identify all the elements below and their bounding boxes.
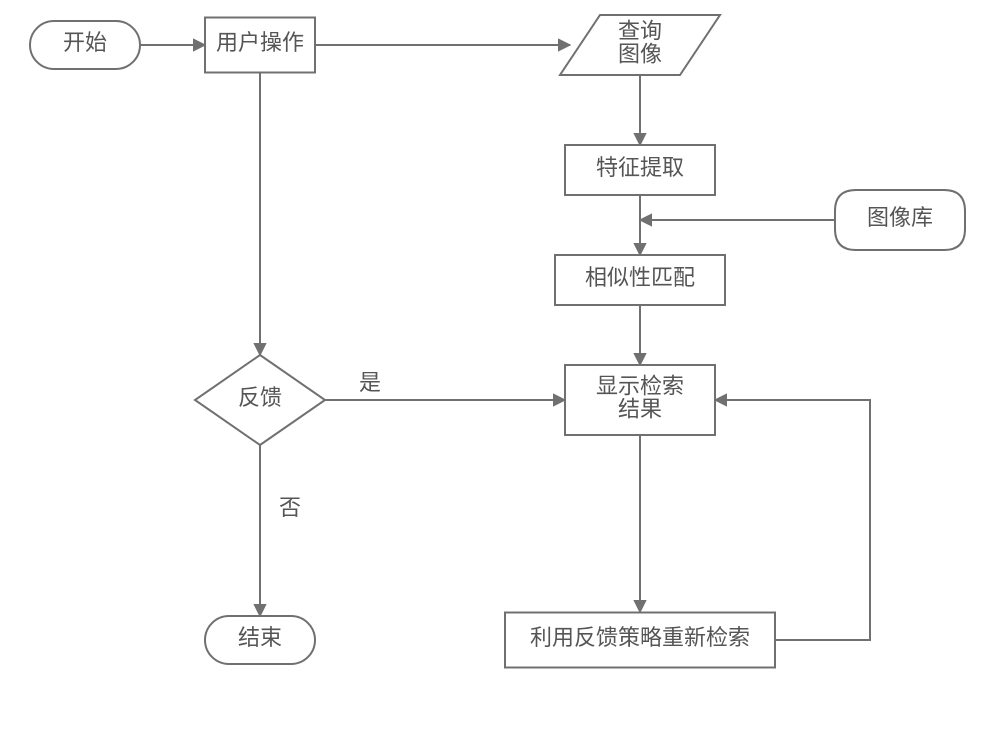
node-retrieve: 利用反馈策略重新检索 bbox=[505, 613, 775, 668]
node-end-label: 结束 bbox=[238, 625, 282, 650]
node-retrieve-label: 利用反馈策略重新检索 bbox=[530, 625, 750, 650]
node-query: 查询图像 bbox=[560, 15, 720, 75]
node-imglib-label: 图像库 bbox=[867, 205, 933, 230]
node-feedback: 反馈 bbox=[195, 355, 325, 445]
node-imglib: 图像库 bbox=[835, 190, 965, 250]
node-match-label: 相似性匹配 bbox=[585, 265, 695, 290]
node-query-label-1: 图像 bbox=[618, 42, 662, 67]
node-feature-label: 特征提取 bbox=[596, 155, 684, 180]
node-end: 结束 bbox=[205, 616, 315, 664]
node-feature: 特征提取 bbox=[565, 145, 715, 195]
edge-7-label: 是 bbox=[359, 370, 381, 395]
node-query-label-0: 查询 bbox=[618, 18, 662, 43]
node-feedback-label: 反馈 bbox=[238, 385, 282, 410]
node-start: 开始 bbox=[30, 21, 140, 69]
edge-8-label: 否 bbox=[279, 495, 301, 520]
node-match: 相似性匹配 bbox=[555, 255, 725, 305]
node-result-label-1: 结果 bbox=[618, 397, 662, 422]
node-result-label-0: 显示检索 bbox=[596, 373, 684, 398]
node-user_op: 用户操作 bbox=[205, 18, 315, 73]
node-result: 显示检索结果 bbox=[565, 365, 715, 435]
edge-10 bbox=[715, 400, 870, 640]
node-start-label: 开始 bbox=[63, 30, 107, 55]
node-user_op-label: 用户操作 bbox=[216, 30, 304, 55]
